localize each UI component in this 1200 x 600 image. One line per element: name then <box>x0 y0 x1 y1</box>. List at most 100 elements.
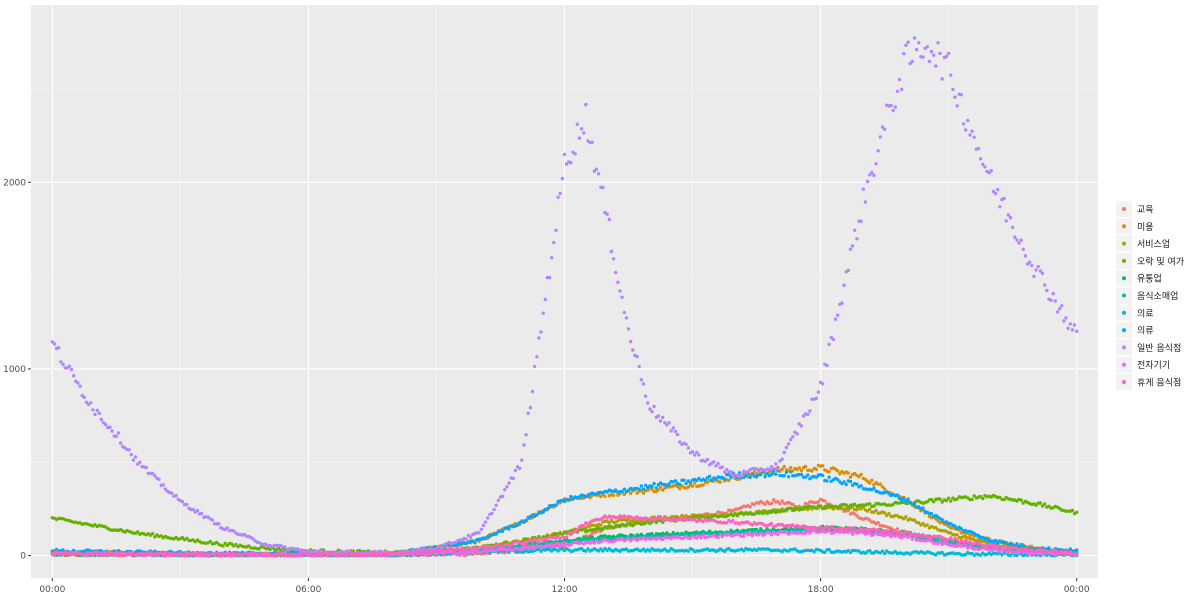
data-point <box>586 547 590 551</box>
data-point <box>855 514 859 518</box>
data-point <box>61 552 65 556</box>
data-point <box>981 496 985 501</box>
data-point <box>635 354 639 359</box>
data-point <box>825 363 829 368</box>
data-point <box>996 187 1000 192</box>
data-point <box>955 104 959 108</box>
data-point <box>234 542 238 547</box>
data-point <box>596 549 601 553</box>
data-point <box>799 472 804 477</box>
data-point <box>814 467 818 471</box>
data-point <box>223 541 227 545</box>
data-point <box>629 491 633 496</box>
data-point <box>836 477 840 482</box>
data-point <box>803 531 808 535</box>
data-point <box>530 389 535 394</box>
data-point <box>582 131 586 135</box>
data-point <box>940 500 944 504</box>
data-point <box>1045 288 1049 293</box>
data-point <box>882 511 887 515</box>
data-point <box>616 280 620 284</box>
data-point <box>661 488 665 492</box>
data-point <box>932 500 936 504</box>
data-point <box>776 532 780 537</box>
data-point <box>579 127 584 131</box>
data-point <box>477 531 481 535</box>
data-point <box>932 53 936 57</box>
data-point <box>921 55 925 59</box>
data-point <box>569 494 573 499</box>
data-point <box>833 317 838 321</box>
data-point <box>989 169 993 173</box>
data-point <box>742 534 746 538</box>
data-point <box>577 136 582 140</box>
data-point <box>714 464 718 468</box>
data-point <box>468 535 473 539</box>
data-point <box>748 531 752 536</box>
data-point <box>842 480 846 484</box>
data-point <box>767 467 772 471</box>
data-point <box>665 423 669 427</box>
data-point <box>831 337 836 342</box>
data-point <box>754 467 759 471</box>
data-point <box>936 41 940 45</box>
data-point <box>771 498 776 502</box>
data-point <box>596 172 601 176</box>
data-point <box>951 87 955 92</box>
data-point <box>1072 323 1077 327</box>
series-8 <box>50 36 1079 556</box>
data-point <box>127 448 131 452</box>
data-point <box>791 435 795 439</box>
data-point <box>910 59 914 64</box>
data-point <box>752 529 757 533</box>
data-point <box>582 537 586 542</box>
data-point <box>720 534 725 539</box>
data-point <box>727 478 731 483</box>
data-point <box>601 185 605 190</box>
data-point <box>112 552 116 557</box>
data-point <box>688 536 693 540</box>
data-point <box>853 502 857 506</box>
data-point <box>827 547 831 552</box>
data-point <box>1004 219 1008 223</box>
data-point <box>622 310 626 315</box>
data-point <box>637 364 641 369</box>
data-point <box>917 521 921 525</box>
data-point <box>981 162 985 166</box>
data-point <box>325 553 330 558</box>
data-point <box>940 518 944 522</box>
data-point <box>684 481 688 486</box>
data-point <box>996 541 1000 545</box>
data-point <box>511 476 515 481</box>
data-point <box>150 532 155 536</box>
data-point <box>983 165 987 169</box>
data-point <box>816 500 821 504</box>
data-point <box>964 543 968 548</box>
data-point <box>938 497 942 501</box>
data-point <box>185 502 189 507</box>
data-point <box>673 429 678 434</box>
data-point <box>221 544 225 548</box>
data-point <box>59 360 63 364</box>
data-point <box>748 505 752 509</box>
data-point <box>929 539 934 543</box>
data-point <box>1075 548 1079 552</box>
data-point <box>520 458 524 462</box>
data-point <box>554 228 558 232</box>
data-point <box>944 54 949 59</box>
data-point <box>116 431 121 435</box>
data-point <box>808 531 812 535</box>
data-point <box>133 455 138 459</box>
data-point <box>786 442 791 446</box>
data-point <box>774 472 778 476</box>
data-point <box>545 507 550 511</box>
data-point <box>985 537 989 541</box>
data-point <box>887 511 891 516</box>
data-point <box>560 176 565 181</box>
data-point <box>620 489 624 494</box>
data-point <box>970 497 974 502</box>
data-point <box>219 553 223 558</box>
data-point <box>929 512 934 516</box>
data-point <box>486 516 490 520</box>
data-point <box>914 47 919 52</box>
